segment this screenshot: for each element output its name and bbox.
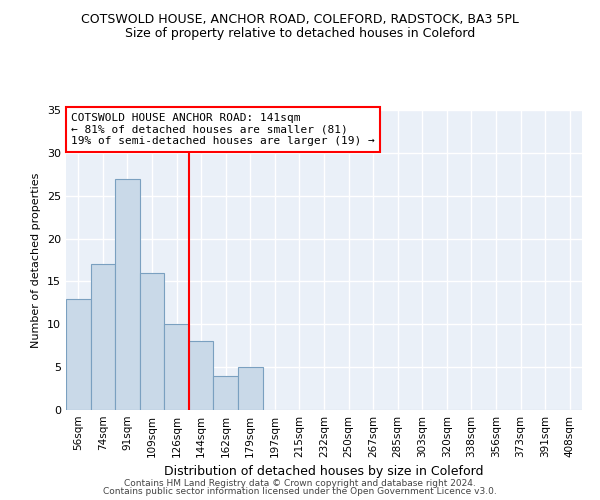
- Text: COTSWOLD HOUSE, ANCHOR ROAD, COLEFORD, RADSTOCK, BA3 5PL: COTSWOLD HOUSE, ANCHOR ROAD, COLEFORD, R…: [81, 12, 519, 26]
- Text: Size of property relative to detached houses in Coleford: Size of property relative to detached ho…: [125, 28, 475, 40]
- Bar: [238, 367, 263, 410]
- Bar: [214, 376, 238, 410]
- Bar: [140, 273, 164, 410]
- Bar: [164, 324, 189, 410]
- Y-axis label: Number of detached properties: Number of detached properties: [31, 172, 41, 348]
- X-axis label: Distribution of detached houses by size in Coleford: Distribution of detached houses by size …: [164, 466, 484, 478]
- Bar: [66, 298, 91, 410]
- Text: COTSWOLD HOUSE ANCHOR ROAD: 141sqm
← 81% of detached houses are smaller (81)
19%: COTSWOLD HOUSE ANCHOR ROAD: 141sqm ← 81%…: [71, 113, 375, 146]
- Bar: [91, 264, 115, 410]
- Text: Contains public sector information licensed under the Open Government Licence v3: Contains public sector information licen…: [103, 487, 497, 496]
- Text: Contains HM Land Registry data © Crown copyright and database right 2024.: Contains HM Land Registry data © Crown c…: [124, 478, 476, 488]
- Bar: [189, 342, 214, 410]
- Bar: [115, 178, 140, 410]
